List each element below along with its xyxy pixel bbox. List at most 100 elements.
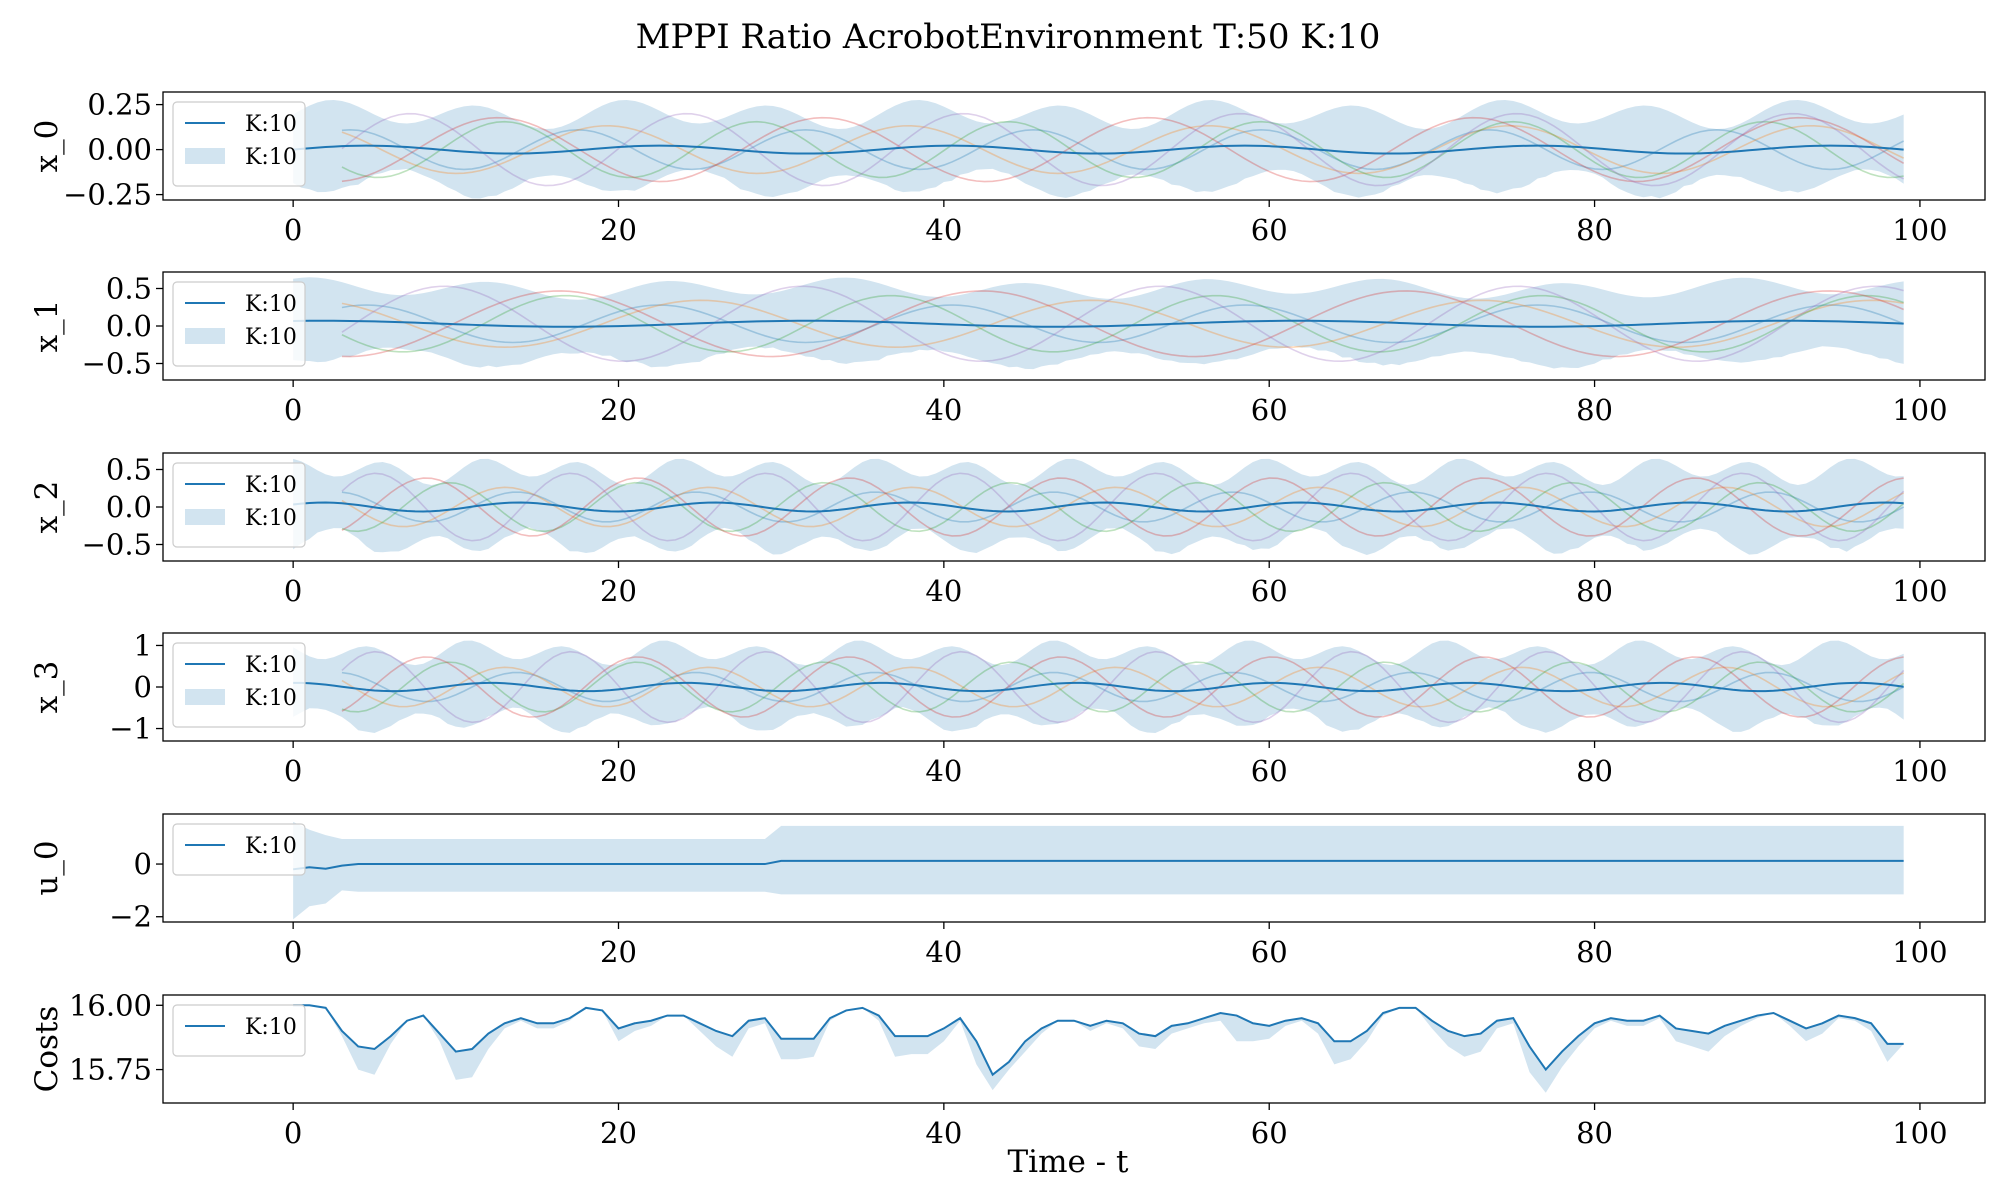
x-tick-label: 80 [1576,574,1613,608]
y-tick-label: 0.25 [87,88,152,122]
y-tick-label: −0.5 [82,347,152,381]
x-tick-label: 0 [284,393,302,427]
x-tick-label: 20 [600,574,637,608]
mean-line [293,319,1904,328]
rollout-line [341,290,1904,358]
x-tick-label: 40 [925,754,962,788]
x-tick-label: 0 [284,935,302,969]
legend-box [172,1004,306,1057]
legend-band-swatch [185,148,225,164]
rollout-line [341,125,1905,175]
plot-area [293,821,1904,920]
confidence-band [293,821,1904,920]
x-tick-label: 60 [1251,1116,1288,1150]
x-tick-label: 80 [1576,1116,1613,1150]
x-tick-label: 40 [925,935,962,969]
legend: K:10 [172,1004,306,1057]
x-tick-label: 0 [284,574,302,608]
plot-area [293,277,1904,370]
x-tick-label: 40 [925,213,962,247]
confidence-band [293,277,1904,370]
y-tick-label: −0.25 [63,178,152,212]
x-tick-label: 100 [1892,393,1947,427]
rollout-line [341,285,1904,362]
mean-line [293,501,1904,513]
x-tick-label: 100 [1892,935,1947,969]
rollout-line [341,650,1905,724]
y-axis-label: x_2 [29,481,65,534]
axes-frame [162,813,1986,923]
x-tick-label: 60 [1251,935,1288,969]
legend-band-swatch [185,689,225,705]
x-tick-label: 40 [925,1116,962,1150]
rollout-line [341,661,1905,713]
subplot-x_2: 0 20 40 60 80 100 −0.5 0.00.5 x_2 K:10 K:10 [29,452,1986,608]
mean-line [293,681,1904,693]
subplot-x_3: 0 20 40 60 80 100 −1 0 1 x_3 K:10 K:10 [29,628,1986,788]
x-tick-label: 80 [1576,754,1613,788]
rollout-line [341,112,1905,187]
legend: K:10 K:10 [172,642,306,728]
legend-label: K:10 [245,112,297,137]
confidence-band [293,640,1904,733]
mean-line [293,859,1904,871]
rollout-line [341,472,1905,542]
figure-title: MPPI Ratio AcrobotEnvironment T:50 K:10 [636,17,1381,57]
x-tick-label: 60 [1251,213,1288,247]
subplot-x_1: 0 20 40 60 80 100 −0.5 0.00.5 x_1 K:10 K:10 [29,271,1986,427]
legend: K:10 K:10 [172,462,306,548]
mean-line [293,1004,1904,1077]
axes-frame [162,91,1986,201]
x-tick-label: 80 [1576,393,1613,427]
legend: K:10 K:10 [172,281,306,367]
x-tick-label: 60 [1251,574,1288,608]
y-tick-label: 0.0 [106,309,152,343]
y-tick-label: 0.5 [106,453,152,487]
rollout-line [341,656,1904,718]
x-tick-label: 80 [1576,213,1613,247]
y-tick-label: 0.00 [87,133,152,167]
plot-area [293,99,1905,199]
y-axis-label: x_0 [29,120,65,173]
x-axis-label: Time - t [1008,1144,1130,1180]
y-axis-label: u_0 [29,840,65,895]
rollout-line [341,120,1904,179]
legend-label: K:10 [245,292,297,317]
x-tick-label: 40 [925,393,962,427]
y-tick-label: 15.75 [69,1053,152,1087]
x-tick-label: 60 [1251,754,1288,788]
legend-box [172,823,306,876]
rollout-line [341,299,1904,348]
legend-label: K:10 [245,834,297,859]
legend-label: K:10 [245,1015,297,1040]
x-tick-label: 20 [600,935,637,969]
y-tick-label: 0 [134,670,152,704]
y-tick-label: 0.0 [106,490,152,524]
legend-label: K:10 [245,145,297,170]
rollout-line [341,491,1905,523]
plot-area [293,458,1905,555]
subplots: 0 20 40 60 80 100−0.250.000.25x_0 K:10K:100 20 4… [29,88,1986,1150]
y-axis-label: x_3 [29,661,65,714]
x-tick-label: 100 [1892,1116,1947,1150]
rollout-line [341,116,1905,183]
x-tick-label: 20 [600,393,637,427]
y-tick-label: 0.5 [106,272,152,306]
legend-label: K:10 [245,686,297,711]
confidence-band [293,458,1904,555]
plot-area [293,1004,1904,1093]
y-axis-label: x_1 [29,300,65,353]
x-tick-label: 40 [925,574,962,608]
y-tick-label: −2 [109,900,152,934]
x-tick-label: 20 [600,1116,637,1150]
confidence-band [293,1005,1904,1093]
confidence-band [293,99,1904,199]
rollout-line [341,486,1905,528]
rollout-line [341,128,1905,171]
x-tick-label: 100 [1892,213,1947,247]
rollout-line [341,294,1904,353]
x-tick-label: 0 [284,1116,302,1150]
legend-label: K:10 [245,653,297,678]
